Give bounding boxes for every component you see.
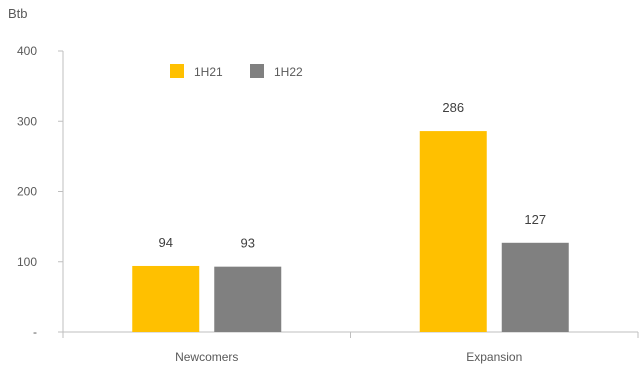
bar-1h22-newcomers — [214, 266, 282, 332]
legend-swatch — [250, 64, 264, 78]
legend-label: 1H21 — [194, 65, 223, 79]
bar-1h21-newcomers — [132, 265, 200, 332]
bar-1h22-expansion — [501, 242, 569, 332]
y-tick-label: 300 — [17, 114, 37, 128]
category-label: Expansion — [466, 350, 522, 364]
y-tick-label: 400 — [17, 44, 37, 58]
y-tick-label: 200 — [17, 185, 37, 199]
y-tick-label: 100 — [17, 255, 37, 269]
data-labels: 94 93 286 127 — [159, 100, 547, 251]
unit-label: Btb — [8, 6, 28, 21]
y-axis: - 100 200 300 400 — [17, 44, 64, 339]
data-label: 94 — [159, 235, 173, 250]
legend-label: 1H22 — [274, 65, 303, 79]
y-tick-label: - — [33, 325, 37, 339]
category-label: Newcomers — [175, 350, 238, 364]
bar-1h21-expansion — [419, 131, 487, 332]
bars — [132, 131, 569, 332]
legend-swatch — [170, 64, 184, 78]
data-label: 127 — [524, 212, 546, 227]
data-label: 93 — [241, 236, 255, 251]
x-axis: Newcomers Expansion — [62, 331, 639, 364]
data-label: 286 — [442, 100, 464, 115]
legend: 1H21 1H22 — [170, 64, 303, 79]
